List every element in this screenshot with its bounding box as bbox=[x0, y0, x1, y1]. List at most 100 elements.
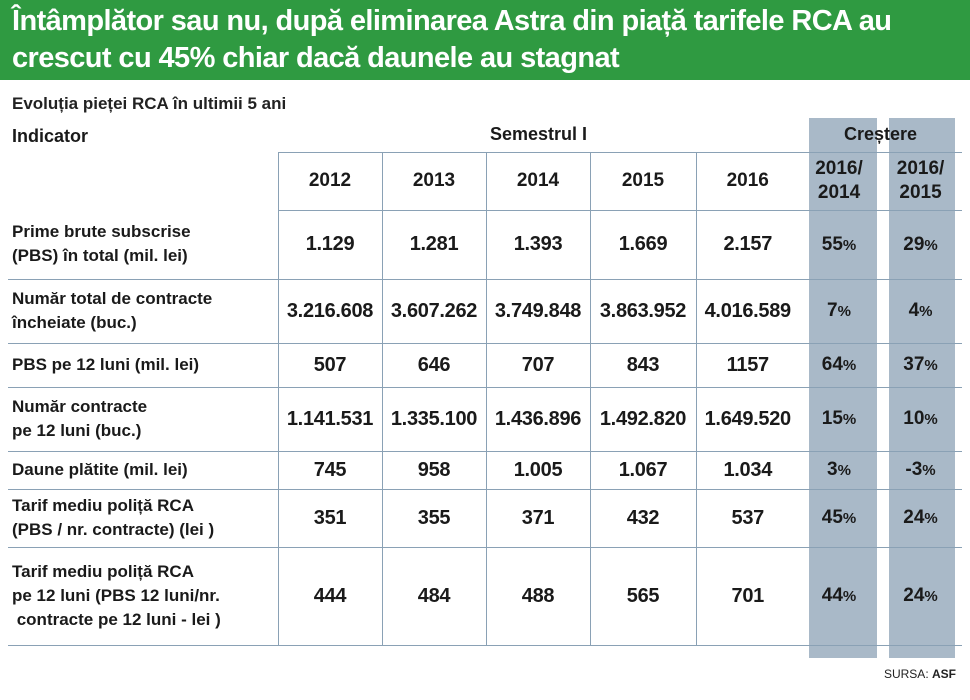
cell-value: 1.335.100 bbox=[381, 387, 486, 452]
header-year: 2012 bbox=[277, 151, 382, 211]
header-year: 2014 bbox=[485, 151, 590, 211]
percent-sign: % bbox=[842, 411, 857, 428]
row-indicator-line: (PBS / nr. contracte) (lei ) bbox=[12, 520, 215, 539]
percent-sign: % bbox=[919, 303, 933, 320]
cell-value: 488 bbox=[485, 547, 590, 646]
header-row-1: Indicator Semestrul I Creștere bbox=[8, 118, 962, 152]
growth-number: 4 bbox=[908, 300, 920, 321]
cell-value: 1.141.531 bbox=[277, 387, 382, 452]
table-row: Număr total de contracte încheiate (buc.)… bbox=[8, 279, 963, 344]
percent-sign: % bbox=[842, 510, 857, 527]
source-label: SURSA: bbox=[883, 667, 929, 681]
growth-2016-2014: 3% bbox=[799, 451, 880, 490]
cell-value: 707 bbox=[485, 343, 590, 388]
source-credit: SURSA: ASF bbox=[884, 667, 956, 681]
cell-value: 537 bbox=[695, 489, 800, 548]
cell-value: 371 bbox=[485, 489, 590, 548]
percent-sign: % bbox=[922, 462, 936, 479]
growth-number: 44 bbox=[821, 585, 843, 606]
cell-value: 2.157 bbox=[695, 210, 800, 280]
growth-number: 7 bbox=[827, 300, 838, 321]
cell-value: 3.863.952 bbox=[589, 279, 696, 344]
percent-sign: % bbox=[837, 303, 851, 320]
growth-2016-2014: 44% bbox=[799, 547, 880, 646]
table-row: Număr contracte pe 12 luni (buc.) 1.141.53… bbox=[8, 387, 963, 452]
cell-value: 701 bbox=[695, 547, 800, 646]
growth-number: 3 bbox=[827, 459, 838, 480]
growth-number: 15 bbox=[821, 408, 843, 429]
rca-market-table: Indicator Semestrul I Creștere 2012 2013… bbox=[8, 118, 963, 646]
row-indicator-line: contracte pe 12 luni - lei ) bbox=[12, 610, 221, 629]
growth-number: 55 bbox=[821, 233, 843, 255]
header-indicator: Indicator bbox=[12, 126, 89, 146]
cell-value: 1.436.896 bbox=[485, 387, 590, 452]
cell-value: 958 bbox=[381, 451, 486, 490]
row-indicator-line: încheiate (buc.) bbox=[12, 313, 137, 332]
growth-2016-2015: 10% bbox=[879, 387, 963, 452]
table-row: PBS pe 12 luni (mil. lei) 507 646 707 843 115… bbox=[8, 343, 963, 388]
table-row: Daune plătite (mil. lei) 745 958 1.005 1.067… bbox=[8, 451, 963, 490]
percent-sign: % bbox=[924, 510, 938, 527]
growth-2016-2014: 45% bbox=[799, 489, 880, 548]
growth-2016-2014: 7% bbox=[799, 279, 880, 344]
growth-col-1-line1: 2016/ bbox=[815, 158, 863, 179]
cell-value: 3.749.848 bbox=[485, 279, 590, 344]
cell-value: 355 bbox=[381, 489, 486, 548]
growth-2016-2015: 37% bbox=[879, 343, 963, 388]
header-semester: Semestrul I bbox=[489, 124, 588, 145]
header-year: 2013 bbox=[381, 151, 486, 211]
row-indicator-line: Prime brute subscrise bbox=[12, 222, 191, 242]
growth-number: 24 bbox=[903, 507, 925, 528]
cell-value: 444 bbox=[277, 547, 382, 646]
cell-value: 351 bbox=[277, 489, 382, 548]
row-indicator: Prime brute subscrise (PBS) în total (mil… bbox=[8, 210, 278, 280]
row-indicator-line: Tarif mediu poliță RCA bbox=[12, 562, 194, 581]
growth-2016-2015: 4% bbox=[879, 279, 963, 344]
growth-number: 64 bbox=[821, 354, 843, 375]
cell-value: 4.016.589 bbox=[695, 279, 800, 344]
header-year: 2016 bbox=[695, 151, 800, 211]
growth-col-2-line1: 2016/ bbox=[896, 158, 945, 179]
growth-number: 29 bbox=[903, 233, 925, 255]
percent-sign: % bbox=[924, 236, 938, 254]
percent-sign: % bbox=[924, 411, 938, 428]
growth-number: 45 bbox=[821, 507, 843, 528]
growth-number: 37 bbox=[903, 354, 925, 375]
cell-value: 1.281 bbox=[381, 210, 486, 280]
row-indicator-line: Număr total de contracte bbox=[12, 289, 213, 308]
row-indicator-line: pe 12 luni (PBS 12 luni/nr. bbox=[12, 586, 220, 605]
row-indicator-line: PBS pe 12 luni (mil. lei) bbox=[12, 355, 200, 374]
cell-value: 646 bbox=[381, 343, 486, 388]
cell-value: 843 bbox=[589, 343, 696, 388]
cell-value: 3.607.262 bbox=[381, 279, 486, 344]
growth-2016-2015: 24% bbox=[879, 489, 963, 548]
cell-value: 1.669 bbox=[589, 210, 696, 280]
row-indicator: Tarif mediu poliță RCA pe 12 luni (PBS 12… bbox=[8, 547, 278, 646]
growth-col-1-line2: 2014 bbox=[817, 182, 861, 203]
header-growth-col-1: 2016/ 2014 bbox=[799, 151, 880, 211]
percent-sign: % bbox=[924, 357, 938, 374]
headline-line-1: Întâmplător sau nu, după eliminarea Astr… bbox=[12, 5, 892, 37]
cell-value: 484 bbox=[381, 547, 486, 646]
table-body: Prime brute subscrise (PBS) în total (mil… bbox=[8, 210, 963, 646]
percent-sign: % bbox=[842, 588, 857, 605]
cell-value: 3.216.608 bbox=[277, 279, 382, 344]
cell-value: 1.129 bbox=[277, 210, 382, 280]
cell-value: 1157 bbox=[695, 343, 800, 388]
header-year: 2015 bbox=[589, 151, 696, 211]
row-indicator-line: Daune plătite (mil. lei) bbox=[12, 460, 188, 479]
growth-2016-2014: 15% bbox=[799, 387, 880, 452]
header-growth: Creștere bbox=[844, 124, 918, 145]
cell-value: 1.034 bbox=[695, 451, 800, 490]
percent-sign: % bbox=[924, 588, 938, 605]
headline-banner: Întâmplător sau nu, după eliminarea Astr… bbox=[0, 0, 970, 80]
growth-col-2-line2: 2015 bbox=[899, 182, 942, 203]
row-indicator: Tarif mediu poliță RCA (PBS / nr. contrac… bbox=[8, 489, 278, 548]
growth-number: -3 bbox=[905, 459, 923, 480]
row-indicator: PBS pe 12 luni (mil. lei) bbox=[8, 343, 278, 388]
headline-line-2: crescut cu 45% chiar dacă daunele au sta… bbox=[12, 42, 620, 74]
data-table-wrapper: Indicator Semestrul I Creștere 2012 2013… bbox=[8, 118, 963, 646]
table-row: Prime brute subscrise (PBS) în total (mil… bbox=[8, 210, 963, 280]
cell-value: 745 bbox=[277, 451, 382, 490]
growth-2016-2015: -3% bbox=[879, 451, 963, 490]
